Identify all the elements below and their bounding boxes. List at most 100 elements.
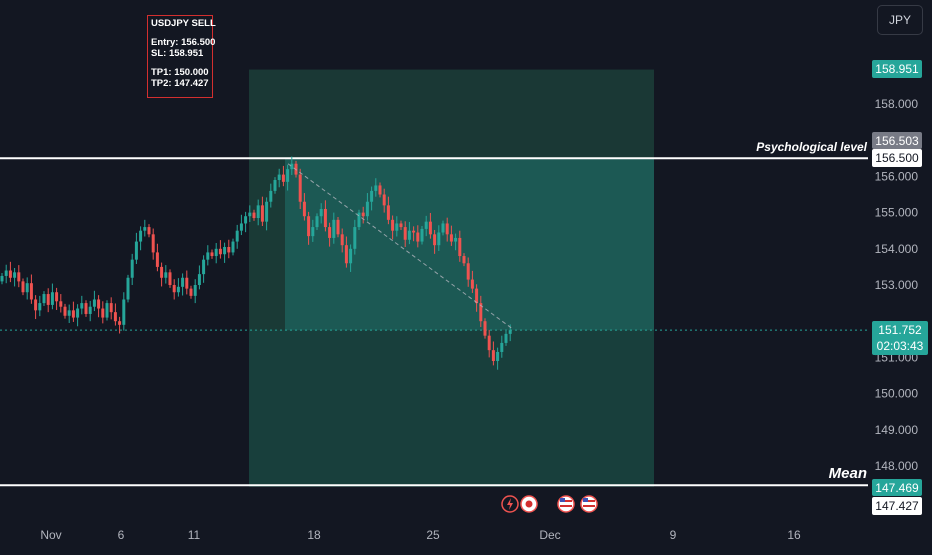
- candle-body: [454, 237, 458, 242]
- y-tick-label: 154.000: [875, 242, 919, 256]
- candle-body: [46, 294, 50, 305]
- x-tick-label: 9: [670, 528, 677, 542]
- candle-body: [248, 212, 252, 217]
- y-tick-label: 153.000: [875, 278, 919, 292]
- candle-body: [428, 221, 432, 235]
- candle-body: [17, 272, 21, 282]
- us-flag-stripes-1: [560, 500, 572, 502]
- trade-note-entry: Entry: 156.500: [151, 37, 216, 48]
- y-tick-label: 149.000: [875, 423, 919, 437]
- position-zones: [249, 69, 654, 487]
- stop-loss-zone: [249, 69, 654, 159]
- candle-body: [323, 208, 327, 228]
- x-tick-label: 6: [118, 528, 125, 542]
- candle-body: [29, 283, 33, 300]
- candle-body: [21, 281, 25, 293]
- tp2-price-box: [872, 497, 922, 515]
- y-tick-label: 156.000: [875, 169, 919, 183]
- candle-body: [399, 223, 403, 228]
- candle-body: [193, 285, 197, 296]
- candle-body: [277, 174, 281, 181]
- current-price-box: [872, 321, 928, 355]
- candle-body: [172, 285, 176, 293]
- candle-body: [496, 351, 500, 362]
- candle-body: [210, 252, 214, 257]
- candle-body: [378, 185, 382, 195]
- candle-body: [336, 219, 340, 235]
- candle-body: [395, 223, 399, 231]
- candle-body: [42, 294, 46, 304]
- candle-body: [353, 227, 357, 249]
- trade-note-sl: SL: 158.951: [151, 48, 204, 59]
- x-tick-label: Dec: [539, 528, 560, 542]
- mean-price-text: 147.469: [875, 481, 919, 495]
- candle-body: [433, 234, 437, 246]
- candle-body: [437, 232, 441, 246]
- candlesticks: [0, 156, 512, 370]
- mean-price-box: [872, 479, 922, 496]
- candle-body: [134, 241, 138, 260]
- candle-body: [105, 303, 109, 318]
- candle-body: [155, 252, 159, 267]
- candle-body: [202, 259, 206, 275]
- candle-body: [164, 272, 168, 278]
- candle-body: [298, 174, 302, 202]
- time-axis: Nov 6 11 18 25 Dec 9 16: [40, 528, 801, 542]
- sl-price-text: 158.951: [875, 62, 919, 76]
- candle-body: [80, 303, 84, 309]
- candle-body: [420, 228, 424, 242]
- candle-body: [239, 223, 243, 231]
- candle-body: [130, 259, 134, 278]
- candle-body: [403, 227, 407, 240]
- candle-body: [412, 230, 416, 233]
- candle-body: [206, 252, 210, 260]
- candle-body: [97, 299, 101, 309]
- y-tick-label: 150.000: [875, 387, 919, 401]
- candle-body: [181, 277, 185, 287]
- candle-body: [483, 321, 487, 336]
- candle-body: [126, 277, 130, 300]
- candle-body: [449, 234, 453, 242]
- candle-body: [176, 286, 180, 293]
- candle-body: [290, 163, 294, 170]
- candle-body: [445, 223, 449, 235]
- candle-body: [227, 246, 231, 253]
- candle-body: [256, 205, 260, 219]
- open-pnl-zone: [285, 158, 654, 331]
- candle-body: [462, 256, 466, 264]
- candle-body: [441, 223, 445, 233]
- candle-body: [281, 174, 285, 182]
- price-labels: 158.951 156.503 156.500 151.752 02:03:43…: [872, 60, 928, 515]
- candle-body: [487, 335, 491, 351]
- candle-body: [122, 299, 126, 325]
- high-price-box: [872, 132, 922, 149]
- dashed-trendline: [287, 163, 513, 329]
- candle-body: [92, 299, 96, 307]
- candle-body: [101, 308, 105, 318]
- candle-body: [84, 303, 88, 314]
- candle-body: [349, 248, 353, 264]
- y-tick-label: 158.000: [875, 97, 919, 111]
- currency-button[interactable]: JPY: [877, 5, 923, 35]
- candle-body: [67, 310, 71, 316]
- candle-body: [50, 292, 54, 305]
- us-flag-stripes-1b: [560, 505, 572, 507]
- candle-body: [76, 308, 80, 318]
- candle-body: [59, 301, 63, 307]
- candle-body: [315, 216, 319, 228]
- sl-price-box: [872, 60, 922, 78]
- candle-body: [260, 205, 264, 222]
- economic-events[interactable]: [501, 495, 598, 513]
- psych-price-box: [872, 149, 922, 167]
- candle-body: [265, 201, 269, 222]
- candle-body: [491, 350, 495, 362]
- us-flag-canton-2: [583, 498, 588, 502]
- candle-body: [407, 230, 411, 240]
- candle-body: [273, 180, 277, 191]
- trade-note[interactable]: USDJPY SELL Entry: 156.500 SL: 158.951 T…: [147, 15, 216, 98]
- candle-body: [307, 216, 311, 237]
- candle-body: [500, 342, 504, 352]
- us-flag-canton-1: [560, 498, 565, 502]
